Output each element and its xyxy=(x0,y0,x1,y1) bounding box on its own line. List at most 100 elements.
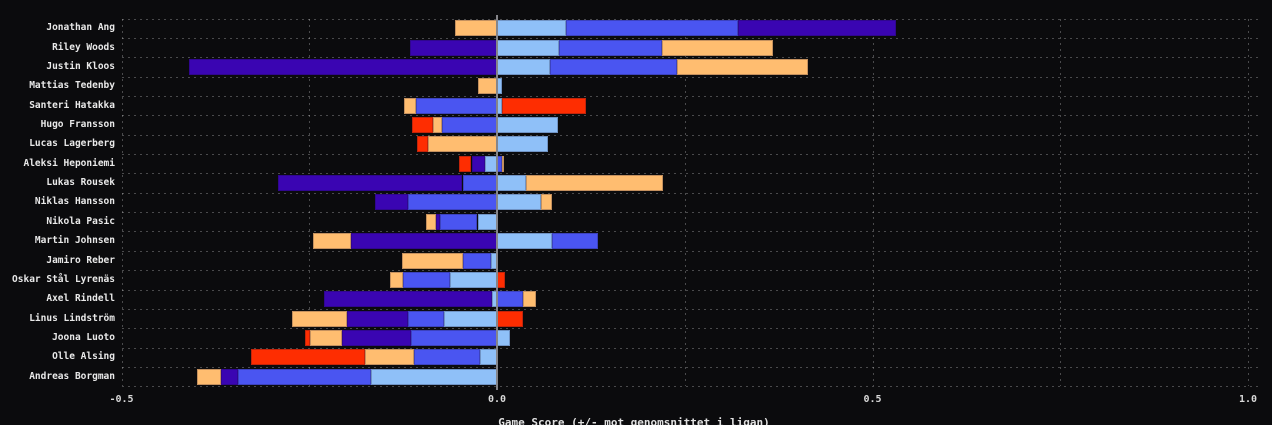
bar-segment-lightblue xyxy=(497,20,567,37)
horizontal-gridline xyxy=(121,76,1262,78)
bar-segment-orange xyxy=(310,329,343,346)
bar-segment-red xyxy=(497,271,506,288)
bar-segment-orange xyxy=(677,58,808,75)
bar-segment-indigo xyxy=(350,233,497,250)
y-axis-label: Mattias Tedenby xyxy=(29,80,115,92)
bar-segment-indigo xyxy=(436,213,440,230)
bar-segment-lightblue xyxy=(485,155,497,172)
y-axis-label: Joona Luoto xyxy=(52,331,115,343)
bar-segment-lightblue xyxy=(497,329,510,346)
horizontal-gridline xyxy=(121,308,1262,310)
bar-segment-indigo xyxy=(409,39,497,56)
horizontal-gridline xyxy=(121,328,1262,330)
y-axis-label: Santeri Hatakka xyxy=(29,99,115,111)
vertical-gridline xyxy=(1248,18,1249,387)
bar-segment-royal xyxy=(497,155,502,172)
y-axis-label: Aleksi Heponiemi xyxy=(23,157,115,169)
bar-segment-royal xyxy=(408,194,497,211)
bar-segment-orange xyxy=(477,78,497,95)
bar-segment-indigo xyxy=(323,291,492,308)
bar-segment-lightblue xyxy=(497,175,527,191)
bar-segment-royal xyxy=(463,252,491,269)
bar-segment-red xyxy=(416,136,428,153)
bar-segment-orange xyxy=(454,20,497,37)
y-axis-label: Nikola Pasic xyxy=(46,215,115,227)
y-axis-label: Niklas Hansson xyxy=(34,196,115,208)
bar-segment-orange xyxy=(292,310,347,327)
bar-segment-indigo xyxy=(189,58,497,75)
bar-segment-indigo xyxy=(738,20,896,37)
x-tick-label: 0.0 xyxy=(487,394,507,405)
bar-segment-royal xyxy=(237,368,371,385)
y-axis-label: Lukas Rousek xyxy=(46,177,115,188)
bar-segment-lightblue xyxy=(497,58,551,75)
bar-segment-lightblue xyxy=(497,233,552,250)
horizontal-gridline xyxy=(121,18,1262,20)
bar-segment-royal xyxy=(462,175,497,191)
bar-segment-royal xyxy=(559,39,663,56)
bar-segment-indigo xyxy=(471,155,485,172)
x-tick-label: 0.5 xyxy=(863,394,882,405)
y-axis-label: Oskar Stål Lyrenäs xyxy=(12,273,115,285)
bar-segment-royal xyxy=(410,329,497,346)
bar-segment-royal xyxy=(497,291,524,308)
bar-segment-royal xyxy=(439,213,478,230)
bar-segment-lightblue xyxy=(479,349,499,366)
bar-segment-lightblue xyxy=(477,213,497,230)
bar-segment-lightblue xyxy=(370,368,499,385)
y-axis-label: Linus Lindström xyxy=(29,312,115,324)
x-tick-label: 1.0 xyxy=(1238,394,1258,405)
bar-segment-indigo xyxy=(277,175,463,191)
bar-segment-royal xyxy=(551,233,599,250)
horizontal-gridline xyxy=(121,212,1262,214)
bar-segment-lightblue xyxy=(450,271,497,288)
horizontal-gridline xyxy=(121,115,1262,117)
horizontal-gridline xyxy=(121,289,1262,291)
bar-segment-royal xyxy=(550,58,678,75)
horizontal-gridline xyxy=(121,57,1262,59)
bar-segment-lightblue xyxy=(497,78,503,95)
y-axis-label: Axel Rindell xyxy=(46,293,115,305)
y-axis-label: Jonathan Ang xyxy=(46,22,115,34)
bar-segment-royal xyxy=(566,20,739,37)
horizontal-gridline xyxy=(121,270,1262,272)
zero-baseline xyxy=(496,14,498,391)
horizontal-gridline xyxy=(121,231,1262,233)
vertical-gridline xyxy=(872,18,874,387)
horizontal-gridline xyxy=(121,154,1262,155)
bar-segment-lightblue xyxy=(497,97,503,114)
y-axis-label: Riley Woods xyxy=(52,41,115,53)
bar-segment-orange xyxy=(196,368,222,385)
bar-segment-lightblue xyxy=(497,117,558,133)
bar-segment-indigo xyxy=(221,368,238,385)
y-axis-label: Hugo Fransson xyxy=(40,119,115,130)
horizontal-gridline xyxy=(121,347,1262,349)
bar-segment-orange xyxy=(526,175,663,191)
bar-segment-lightblue xyxy=(497,39,560,56)
horizontal-gridline xyxy=(121,173,1262,175)
vertical-gridline xyxy=(684,18,686,387)
y-axis-label: Justin Kloos xyxy=(46,60,115,72)
bar-segment-red xyxy=(502,97,586,114)
bar-segment-indigo xyxy=(342,329,411,346)
bar-segment-indigo xyxy=(375,194,409,211)
bar-segment-orange xyxy=(313,233,351,250)
bar-segment-red xyxy=(458,155,472,172)
bar-segment-orange xyxy=(540,194,552,211)
bar-segment-red xyxy=(250,349,365,366)
x-axis-title: Game Score (+/- mot genomsnittet i ligan… xyxy=(498,416,770,425)
bar-segment-orange xyxy=(523,291,537,308)
horizontal-gridline xyxy=(121,386,1262,388)
bar-segment-orange xyxy=(433,117,443,133)
y-axis-label: Martin Johnsen xyxy=(34,235,115,247)
horizontal-gridline xyxy=(121,366,1262,368)
bar-segment-orange xyxy=(427,136,497,153)
y-axis-label: Jamiro Reber xyxy=(46,254,115,266)
vertical-gridline xyxy=(309,18,311,387)
vertical-gridline xyxy=(1060,18,1062,387)
y-axis-label: Lucas Lagerberg xyxy=(29,138,115,150)
bar-segment-indigo xyxy=(346,310,408,327)
horizontal-gridline xyxy=(121,134,1262,136)
bar-segment-orange xyxy=(390,271,404,288)
